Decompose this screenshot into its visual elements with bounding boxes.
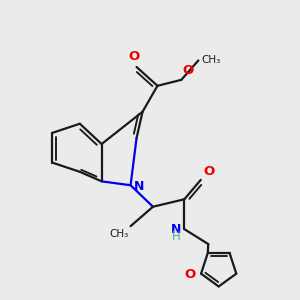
Text: CH₃: CH₃	[109, 229, 128, 239]
Text: O: O	[203, 165, 214, 178]
Text: H: H	[172, 230, 180, 243]
Text: N: N	[171, 223, 181, 236]
Text: O: O	[184, 268, 196, 281]
Text: O: O	[128, 50, 140, 63]
Text: O: O	[183, 64, 194, 77]
Text: N: N	[134, 180, 145, 193]
Text: CH₃: CH₃	[201, 56, 220, 65]
